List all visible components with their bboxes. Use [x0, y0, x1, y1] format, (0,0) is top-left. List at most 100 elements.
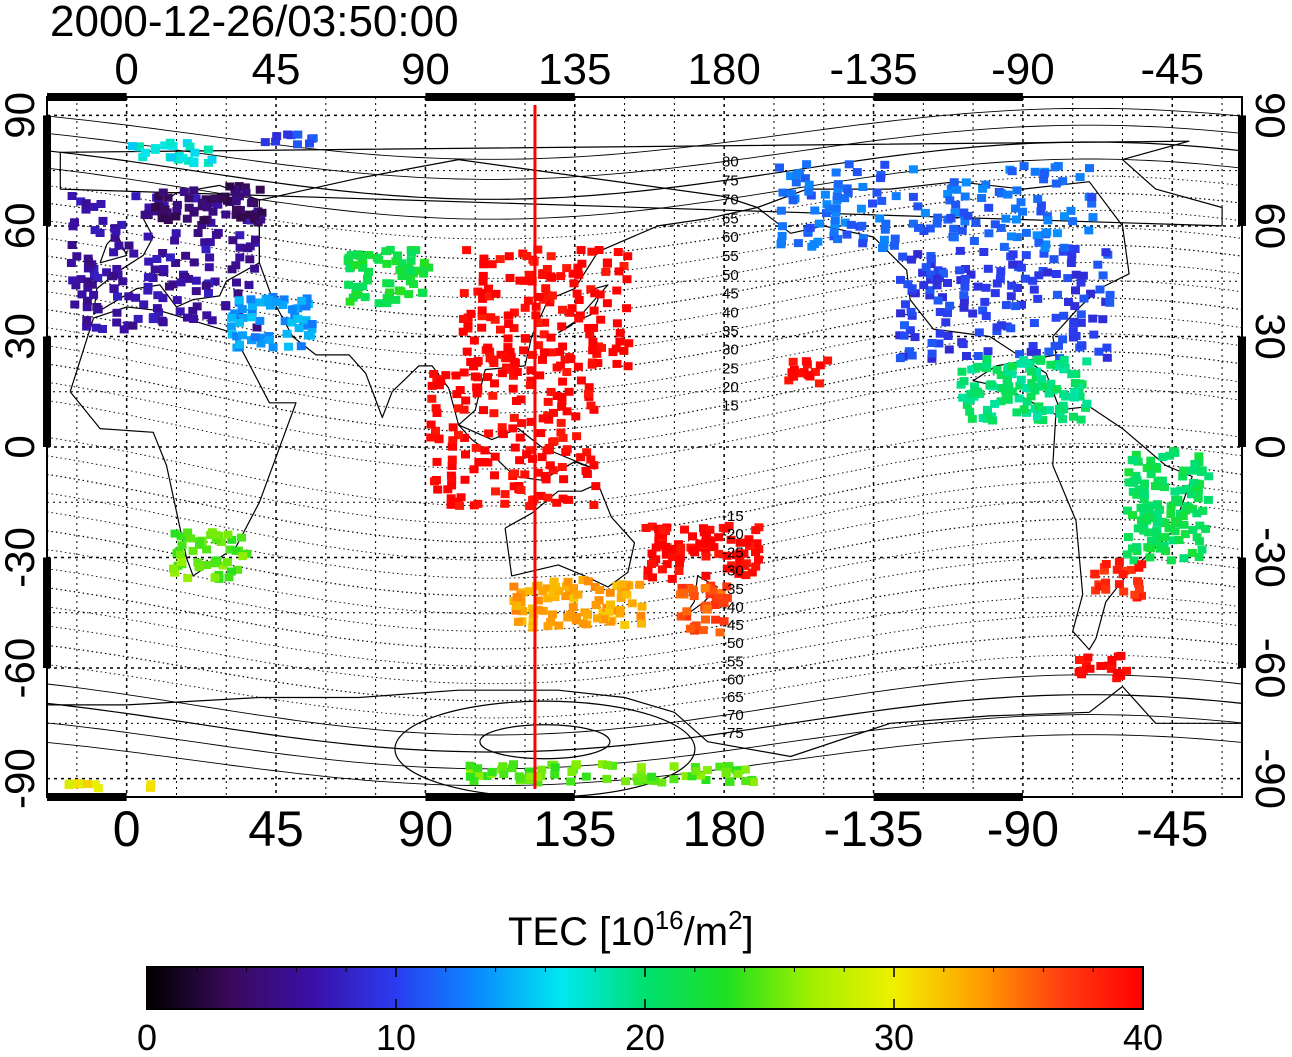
tec-pixel — [820, 190, 830, 199]
tec-pixel — [977, 194, 987, 202]
tec-pixel — [409, 280, 419, 289]
tec-pixel — [926, 260, 936, 268]
tec-pixel — [810, 206, 820, 215]
contour-label: -25 — [722, 545, 744, 562]
tec-pixel — [1008, 260, 1018, 269]
frame-bar-left — [43, 115, 51, 226]
tec-pixel — [526, 376, 536, 385]
tec-pixel — [958, 340, 968, 349]
tec-pixel — [649, 776, 659, 785]
tec-pixel — [89, 264, 99, 273]
tec-pixel — [178, 154, 188, 162]
frame-bar-top — [873, 93, 1023, 101]
tec-pixel — [473, 385, 483, 394]
tec-pixel — [1194, 553, 1204, 561]
tec-pixel — [557, 402, 567, 411]
tec-pixel — [661, 527, 670, 535]
tec-pixel — [595, 586, 605, 594]
tec-pixel — [959, 291, 969, 300]
tec-pixel — [406, 256, 416, 265]
tec-pixel — [538, 606, 548, 615]
tec-pixel — [448, 436, 458, 445]
tec-pixel — [1130, 590, 1140, 599]
contour-line — [46, 674, 1243, 736]
tec-pixel — [881, 219, 891, 228]
tec-pixel — [447, 462, 457, 470]
tec-pixel — [189, 258, 199, 267]
tec-pixel — [419, 269, 429, 278]
tec-pixel — [406, 248, 416, 257]
tec-pixel — [696, 771, 706, 780]
tec-pixel — [247, 308, 257, 317]
tec-pixel — [201, 281, 211, 290]
tec-pixel — [935, 308, 945, 316]
y-axis-right-labels: 90 60 30 0 -30 -60 -90 — [1247, 92, 1292, 809]
contour-label: -45 — [722, 617, 744, 634]
tec-pixel — [1166, 510, 1176, 519]
tec-pixel — [511, 602, 521, 611]
tec-pixel — [927, 354, 937, 363]
tec-pixel — [90, 226, 100, 235]
tec-pixel — [1044, 347, 1054, 356]
tec-pixel — [907, 284, 917, 293]
tec-pixel — [616, 593, 626, 602]
tec-pixel — [748, 778, 758, 787]
tec-pixel — [706, 538, 716, 547]
tec-pixel — [970, 382, 980, 391]
tec-pixel — [990, 289, 1000, 298]
tec-pixel — [1112, 669, 1122, 677]
tec-pixel — [1066, 259, 1076, 267]
tec-pixel — [597, 343, 606, 352]
tec-pixel — [146, 780, 156, 789]
tec-pixel — [433, 485, 443, 494]
tec-pixel — [890, 234, 900, 243]
tec-pixel — [89, 202, 99, 211]
tec-pixel — [491, 487, 500, 496]
tec-pixel — [360, 293, 370, 302]
tec-pixel — [996, 371, 1006, 379]
tec-pixel — [537, 765, 547, 774]
tec-pixel — [552, 363, 562, 372]
tec-pixel — [159, 265, 169, 273]
tec-pixel — [1140, 479, 1149, 488]
frame-bar-right — [1238, 557, 1246, 669]
tec-pixel — [643, 571, 653, 580]
tec-pixel — [1150, 501, 1160, 510]
tec-pixel — [1076, 415, 1086, 424]
tec-pixel — [478, 289, 488, 298]
tec-pixel — [227, 535, 237, 544]
tec-pixel — [927, 339, 937, 347]
tec-pixel — [96, 200, 106, 208]
tec-pixel — [1060, 212, 1069, 221]
contour-label: -55 — [722, 653, 744, 670]
tec-pixel — [695, 539, 705, 548]
x-tick-label-top: 135 — [538, 45, 611, 94]
tec-pixel — [900, 321, 909, 330]
tec-pixel — [1070, 379, 1080, 387]
tec-pixel — [225, 182, 235, 191]
tec-pixel — [904, 347, 914, 356]
tec-pixel — [1087, 193, 1097, 202]
tec-pixel — [448, 442, 458, 451]
tec-pixel — [1069, 393, 1079, 402]
tec-pixel — [1075, 656, 1084, 664]
tec-pixel — [1160, 483, 1169, 492]
contour-label: -40 — [722, 599, 744, 616]
tec-pixel — [619, 262, 629, 270]
tec-pixel — [150, 145, 160, 154]
tec-pixel — [1064, 298, 1073, 306]
tec-pixel — [247, 302, 257, 311]
tec-pixel — [803, 370, 813, 379]
x-tick-label-top: -90 — [991, 45, 1055, 94]
tec-pixel — [232, 189, 241, 198]
tec-pixel — [503, 311, 513, 320]
tec-pixel — [227, 265, 237, 274]
tec-pixel — [526, 772, 535, 781]
tec-pixel — [982, 355, 992, 364]
tec-pixel — [1195, 537, 1204, 546]
tec-pixel — [588, 346, 598, 355]
tec-pixel — [572, 289, 582, 298]
tec-pixel — [158, 249, 168, 257]
tec-pixel — [1139, 526, 1149, 535]
tec-pixel — [949, 224, 959, 233]
